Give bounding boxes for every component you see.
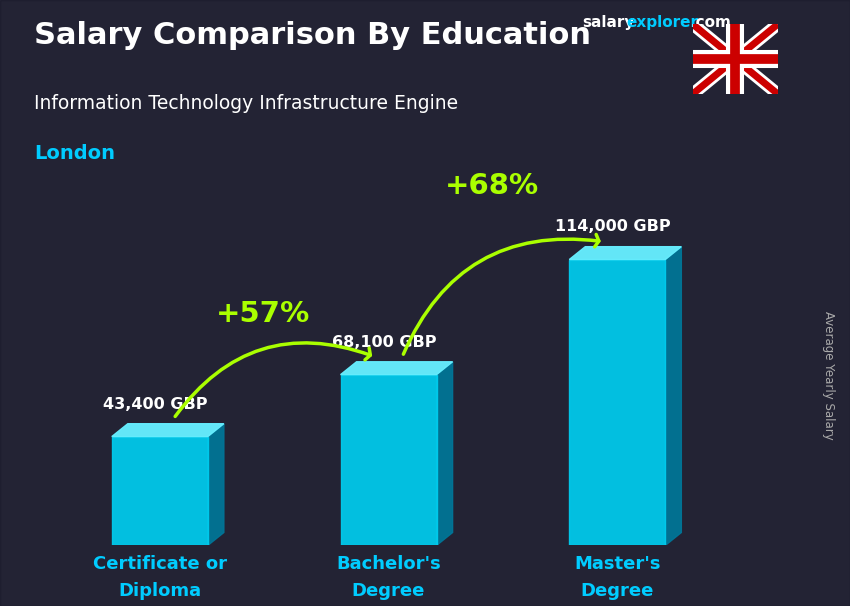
Text: Average Yearly Salary: Average Yearly Salary — [822, 311, 836, 440]
Polygon shape — [570, 247, 682, 259]
Text: explorer: explorer — [626, 15, 699, 30]
Text: +68%: +68% — [445, 171, 539, 199]
Text: salary: salary — [582, 15, 635, 30]
Polygon shape — [437, 362, 452, 545]
Bar — [570, 259, 666, 545]
Text: Information Technology Infrastructure Engine: Information Technology Infrastructure En… — [34, 94, 458, 113]
Polygon shape — [111, 424, 224, 436]
Text: 68,100 GBP: 68,100 GBP — [332, 336, 436, 350]
Bar — [111, 436, 208, 545]
Polygon shape — [341, 362, 452, 375]
Polygon shape — [666, 247, 682, 545]
Polygon shape — [208, 424, 224, 545]
Text: 43,400 GBP: 43,400 GBP — [103, 398, 207, 413]
Bar — [341, 375, 437, 545]
Text: Salary Comparison By Education: Salary Comparison By Education — [34, 21, 591, 50]
Text: +57%: +57% — [216, 300, 310, 328]
Text: 114,000 GBP: 114,000 GBP — [555, 219, 671, 234]
Text: .com: .com — [690, 15, 731, 30]
Text: London: London — [34, 144, 115, 163]
